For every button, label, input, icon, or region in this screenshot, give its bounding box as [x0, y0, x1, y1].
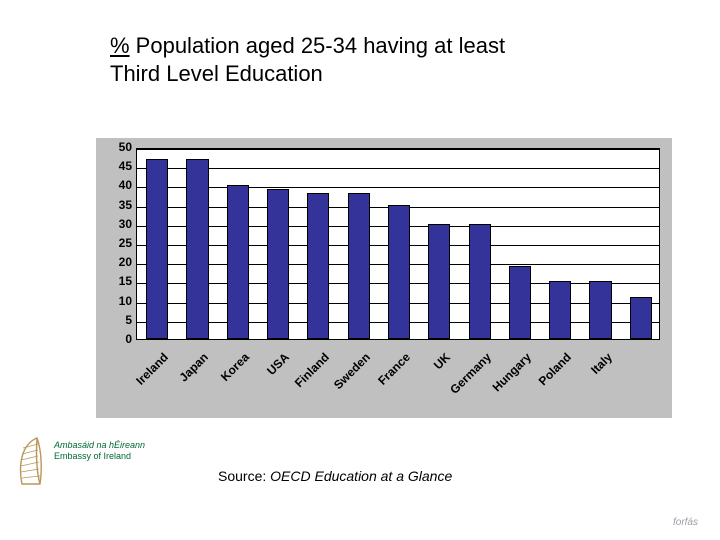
chart-title: % Population aged 25-34 having at least … — [110, 32, 670, 87]
ytick-label: 20 — [100, 255, 132, 269]
ytick-label: 10 — [100, 294, 132, 308]
bar — [388, 205, 410, 339]
bar — [630, 297, 652, 339]
gridline — [137, 187, 659, 188]
bar — [469, 224, 491, 339]
ytick-label: 40 — [100, 178, 132, 192]
title-line2: Third Level Education — [110, 61, 323, 86]
bar — [589, 281, 611, 339]
gridline — [137, 149, 659, 150]
footer-mark: forfás — [673, 517, 698, 528]
bar — [549, 281, 571, 339]
bar — [428, 224, 450, 339]
embassy-logo-text: Ambasáid na hÉireann Embassy of Ireland — [54, 440, 145, 463]
embassy-logo: Ambasáid na hÉireann Embassy of Ireland — [12, 434, 182, 494]
ytick-label: 50 — [100, 140, 132, 154]
gridline — [137, 168, 659, 169]
title-line1-rest: Population aged 25-34 having at least — [130, 33, 506, 58]
source-text: OECD Education at a Glance — [270, 468, 452, 484]
harp-icon — [12, 434, 50, 492]
bar — [509, 266, 531, 339]
ytick-label: 5 — [100, 313, 132, 327]
bar — [348, 193, 370, 339]
embassy-en: Embassy of Ireland — [54, 451, 145, 462]
ytick-label: 15 — [100, 274, 132, 288]
ytick-label: 35 — [100, 198, 132, 212]
ytick-label: 0 — [100, 332, 132, 346]
ytick-label: 25 — [100, 236, 132, 250]
bar — [307, 193, 329, 339]
embassy-ga: Ambasáid na hÉireann — [54, 440, 145, 451]
plot-area — [136, 148, 660, 340]
source-line: Source: OECD Education at a Glance — [218, 468, 452, 484]
bar — [267, 189, 289, 339]
bar — [146, 159, 168, 339]
source-prefix: Source: — [218, 468, 266, 484]
ytick-label: 30 — [100, 217, 132, 231]
slide: { "title": { "line1_prefix_underlined": … — [0, 0, 720, 540]
ytick-label: 45 — [100, 159, 132, 173]
title-percent: % — [110, 33, 130, 58]
chart-frame: 05101520253035404550IrelandJapanKoreaUSA… — [96, 138, 672, 418]
bar — [186, 159, 208, 339]
bar — [227, 185, 249, 339]
